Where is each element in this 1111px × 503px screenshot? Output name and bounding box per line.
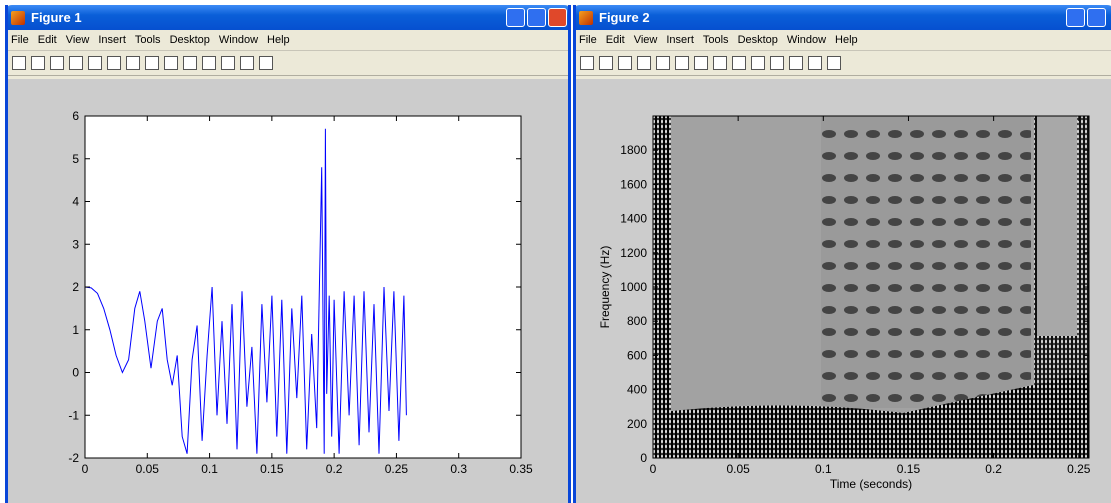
- figure-area: 0 0.05 0.1 0.15 0.2 0.25 0 200 400 600 800 1000 1200…: [576, 79, 1111, 503]
- y-tick-label: 600: [627, 348, 647, 362]
- y-tick-label: 400: [627, 383, 647, 397]
- menu-item[interactable]: Edit: [605, 34, 625, 46]
- x-tick-label: 0.1: [815, 462, 832, 476]
- y-tick-label: 1000: [620, 280, 647, 294]
- y-tick-label: 200: [627, 417, 647, 431]
- y-tick-label: 1800: [620, 143, 647, 157]
- spectrogram-image: [653, 116, 671, 458]
- x-tick-label: 0: [82, 462, 89, 476]
- y-tick-label: 0: [72, 366, 79, 380]
- menu-item[interactable]: File: [11, 34, 29, 46]
- x-tick-label: 0: [650, 462, 657, 476]
- menu-item[interactable]: Help: [835, 34, 858, 46]
- menu-item[interactable]: View: [65, 34, 90, 46]
- line: [84, 128, 407, 454]
- y-tick-label: 3: [72, 237, 79, 251]
- title-bar: Figure 1: [8, 5, 568, 30]
- x-tick-label: 0.25: [1067, 462, 1091, 476]
- y-tick-label: -1: [68, 408, 79, 422]
- figure-window: Figure 2 File Edit View Insert Tools Desktop W…: [573, 5, 1111, 503]
- spectrogram-image: [821, 116, 1031, 408]
- y-tick-label: 1200: [620, 246, 647, 260]
- x-tick-label: 0.15: [897, 462, 921, 476]
- menu-item[interactable]: Desktop: [737, 34, 778, 46]
- plot-area: [85, 116, 521, 458]
- x-tick-label: 0.05: [726, 462, 750, 476]
- menu-item[interactable]: Desktop: [169, 34, 210, 46]
- menu-item[interactable]: Insert: [98, 34, 126, 46]
- x-tick-label: 0.2: [985, 462, 1002, 476]
- window-title: Figure 2: [599, 10, 650, 25]
- x-tick-label: 0.2: [326, 462, 343, 476]
- chart: 0 0.05 0.1 0.15 0.2 0.25 0 200 400 600 800 1000 1200…: [598, 115, 1091, 491]
- minimize[interactable]: [1066, 8, 1085, 27]
- y-tick-label: 2: [72, 280, 79, 294]
- x-tick-label: 0.25: [385, 462, 409, 476]
- menu-item[interactable]: Insert: [666, 34, 694, 46]
- y-tick-label: 1600: [620, 177, 647, 191]
- y-tick-label: 0: [640, 451, 647, 465]
- x-tick-label: 0.3: [450, 462, 467, 476]
- x-tick-label: 0.35: [509, 462, 533, 476]
- y-axis-label: Frequency (Hz): [598, 246, 612, 329]
- menu-item[interactable]: Help: [267, 34, 290, 46]
- figure-window: Figure 1 File Edit View Insert Tools Desktop W…: [5, 5, 571, 503]
- close[interactable]: [548, 8, 567, 27]
- menu-item[interactable]: File: [579, 34, 597, 46]
- menu-item[interactable]: Edit: [37, 34, 57, 46]
- y-tick-label: 6: [72, 109, 79, 123]
- y-tick-label: 4: [72, 195, 79, 209]
- y-tick-label: 5: [72, 152, 79, 166]
- maximize[interactable]: [527, 8, 546, 27]
- maximize[interactable]: [1087, 8, 1106, 27]
- window-title: Figure 1: [31, 10, 82, 25]
- menu-item[interactable]: View: [633, 34, 658, 46]
- chart: 0 0.05 0.1 0.15 0.2 0.25 0.3 0.35 -2 -1 0 1 2 3 4 5 6: [68, 109, 533, 476]
- x-tick-label: 0.15: [260, 462, 284, 476]
- menu-item[interactable]: Window: [786, 34, 827, 46]
- y-tick-label: 800: [627, 314, 647, 328]
- y-tick-label: 1: [72, 323, 79, 337]
- minimize[interactable]: [506, 8, 525, 27]
- toolbar: [576, 51, 1111, 76]
- toolbar: [8, 51, 568, 76]
- menu-bar: File Edit View Insert Tools Desktop Window Help: [576, 30, 1111, 51]
- menu-item[interactable]: Window: [218, 34, 259, 46]
- menu-bar: File Edit View Insert Tools Desktop Window Help: [8, 30, 568, 51]
- x-tick-label: 0.05: [136, 462, 160, 476]
- y-tick-label: 1400: [620, 212, 647, 226]
- title-bar: Figure 2: [576, 5, 1111, 30]
- menu-item[interactable]: Tools: [702, 34, 729, 46]
- spectrogram-image: [1037, 116, 1077, 336]
- menu-item[interactable]: Tools: [134, 34, 161, 46]
- y-tick-label: -2: [68, 451, 79, 465]
- spectrogram-image: [653, 373, 1089, 458]
- figure-area: 0 0.05 0.1 0.15 0.2 0.25 0.3 0.35 -2 -1 0 1 2 3 4 5 6: [8, 79, 568, 503]
- x-tick-label: 0.1: [201, 462, 218, 476]
- x-axis-label: Time (seconds): [830, 477, 912, 491]
